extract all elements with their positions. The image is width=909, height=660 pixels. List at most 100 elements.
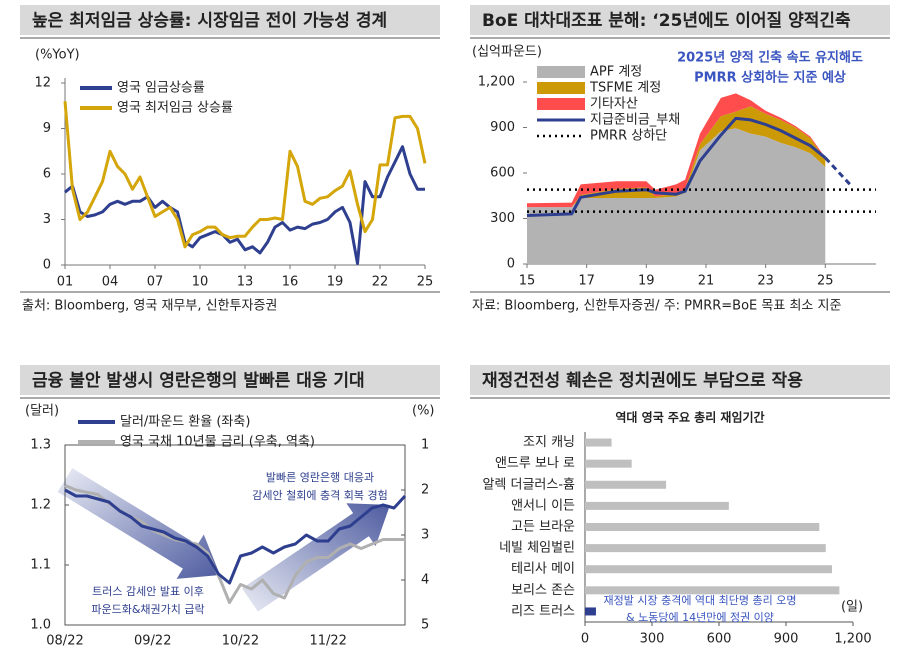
x-tick-label: 300	[640, 632, 665, 647]
series-line	[526, 116, 827, 217]
legend-swatch	[537, 66, 585, 78]
y-tick-label: 1,200	[478, 75, 515, 90]
annotation: & 노동당에 14년만에 정권 이양	[626, 611, 774, 624]
x-tick-label: 04	[102, 275, 119, 290]
bar	[585, 544, 826, 553]
x-tick-label: 17	[578, 274, 595, 289]
x-tick-label: 15	[519, 274, 536, 289]
x-tick-label: 16	[282, 275, 299, 290]
y-tick-label: 0	[43, 258, 51, 273]
x-tick-label: 01	[57, 275, 74, 290]
x-tick-label: 10	[192, 275, 209, 290]
x-tick-label: 21	[698, 274, 715, 289]
legend-swatch	[537, 82, 585, 94]
bar	[585, 438, 612, 447]
y-tick-label: 300	[490, 211, 515, 226]
x-tick-label: 08/22	[46, 634, 83, 649]
annotation: 2025년 양적 긴축 속도 유지해도	[677, 50, 863, 66]
x-tick-label: 13	[237, 275, 254, 290]
y-tick-label: 900	[490, 120, 515, 135]
legend-label: TSFME 계정	[589, 81, 661, 96]
series-line	[64, 488, 407, 585]
bar	[585, 565, 833, 574]
annotation: 트러스 감세안 발표 이후	[92, 585, 204, 598]
panel-title: 재정건전성 훼손은 정치권에도 부담으로 작용	[482, 371, 803, 391]
series-line	[63, 101, 427, 249]
x-tick-label: 23	[757, 274, 774, 289]
bar	[585, 586, 840, 595]
series-line	[64, 145, 425, 265]
header-bg	[470, 365, 890, 395]
header-bg	[20, 5, 440, 35]
y2-tick-label: 5	[421, 618, 429, 633]
y-axis-label: (달러)	[25, 404, 59, 419]
x-tick-label: 22	[372, 275, 389, 290]
y-tick-label: 테리사 메이	[511, 562, 575, 577]
x-tick-label: 07	[147, 275, 164, 290]
y2-tick-label: 1	[421, 438, 429, 453]
header-bg	[470, 5, 890, 35]
x-tick-label: 19	[638, 274, 655, 289]
area	[527, 128, 826, 264]
y-tick-label: 보리스 존슨	[511, 583, 575, 598]
legend-label: 달러/파운드 환율 (좌축)	[120, 415, 250, 430]
y-tick-label: 1.2	[30, 498, 51, 513]
y2-tick-label: 3	[421, 528, 429, 543]
x-tick-label: 900	[774, 632, 799, 647]
legend-label: 영국 최저임금 상승률	[117, 101, 233, 116]
source: 자료: Bloomberg, 신한투자증권/ 주: PMRR=BoE 목표 최소…	[472, 299, 841, 314]
y-tick-label: 조지 캐닝	[523, 435, 575, 450]
y-tick-label: 고든 브라운	[511, 520, 575, 535]
y-tick-label: 앤드루 보나 로	[495, 456, 575, 471]
x-axis-label: (일)	[841, 600, 863, 615]
y-tick-label: 앤서니 이든	[511, 498, 575, 513]
x-tick-label: 0	[581, 632, 589, 647]
y2-axis-label: (%)	[412, 404, 435, 419]
y-tick-label: 12	[34, 76, 51, 91]
header-bg	[20, 365, 440, 395]
legend-label: 기타자산	[590, 97, 638, 112]
y-tick-label: 6	[43, 167, 51, 182]
annotation: PMRR 상회하는 지준 예상	[694, 70, 846, 86]
y-tick-label: 1.1	[30, 558, 51, 573]
x-tick-label: 1,200	[834, 632, 871, 647]
legend-label: PMRR 상하단	[590, 129, 667, 144]
bar	[585, 523, 820, 531]
y2-tick-label: 2	[421, 483, 429, 498]
annotation: 발빠른 영란은행 대응과	[266, 471, 374, 484]
y-tick-label: 600	[490, 166, 515, 181]
legend-swatch	[537, 98, 585, 110]
y-tick-label: 3	[43, 212, 51, 227]
bar	[585, 459, 632, 468]
x-tick-label: 09/22	[134, 634, 171, 649]
y-tick-label: 네빌 체임벌린	[499, 541, 575, 556]
x-tick-label: 19	[327, 275, 344, 290]
source: 출처: Bloomberg, 영국 재무부, 신한투자증권	[22, 299, 277, 314]
annotation: 재정발 시장 충격에 역대 최단명 총리 오명	[603, 594, 796, 607]
x-tick-label: 25	[817, 274, 834, 289]
x-tick-label: 10/22	[222, 634, 259, 649]
y-tick-label: 9	[43, 121, 51, 136]
chart-subtitle: 역대 영국 주요 총리 재임기간	[615, 410, 764, 425]
y-axis-label: (십억파운드)	[472, 45, 542, 60]
y-tick-label: 알렉 더글러스-흄	[482, 477, 575, 492]
y-tick-label: 1.3	[30, 438, 51, 453]
x-tick-label: 600	[707, 632, 732, 647]
y-tick-label: 0	[507, 257, 515, 272]
bar	[585, 607, 596, 616]
bar	[585, 480, 667, 489]
legend-label: 영국 국채 10년물 금리 (우축, 역축)	[120, 435, 315, 450]
panel-title: BoE 대차대조표 분해: ‘25년에도 이어질 양적긴축	[482, 10, 851, 31]
x-tick-label: 25	[417, 275, 434, 290]
legend-label: APF 계정	[590, 65, 642, 80]
y-tick-label: 1.0	[30, 618, 51, 633]
x-tick-label: 11/22	[309, 634, 346, 649]
area	[527, 106, 826, 208]
panel-title: 높은 최저임금 상승률: 시장임금 전이 가능성 경계	[32, 10, 387, 31]
y2-tick-label: 4	[421, 573, 429, 588]
y-axis-label: (%YoY)	[35, 48, 80, 63]
panel-title: 금융 불안 발생시 영란은행의 발빠른 대응 기대	[32, 371, 365, 391]
bar	[585, 501, 729, 510]
projection-line	[824, 156, 854, 188]
